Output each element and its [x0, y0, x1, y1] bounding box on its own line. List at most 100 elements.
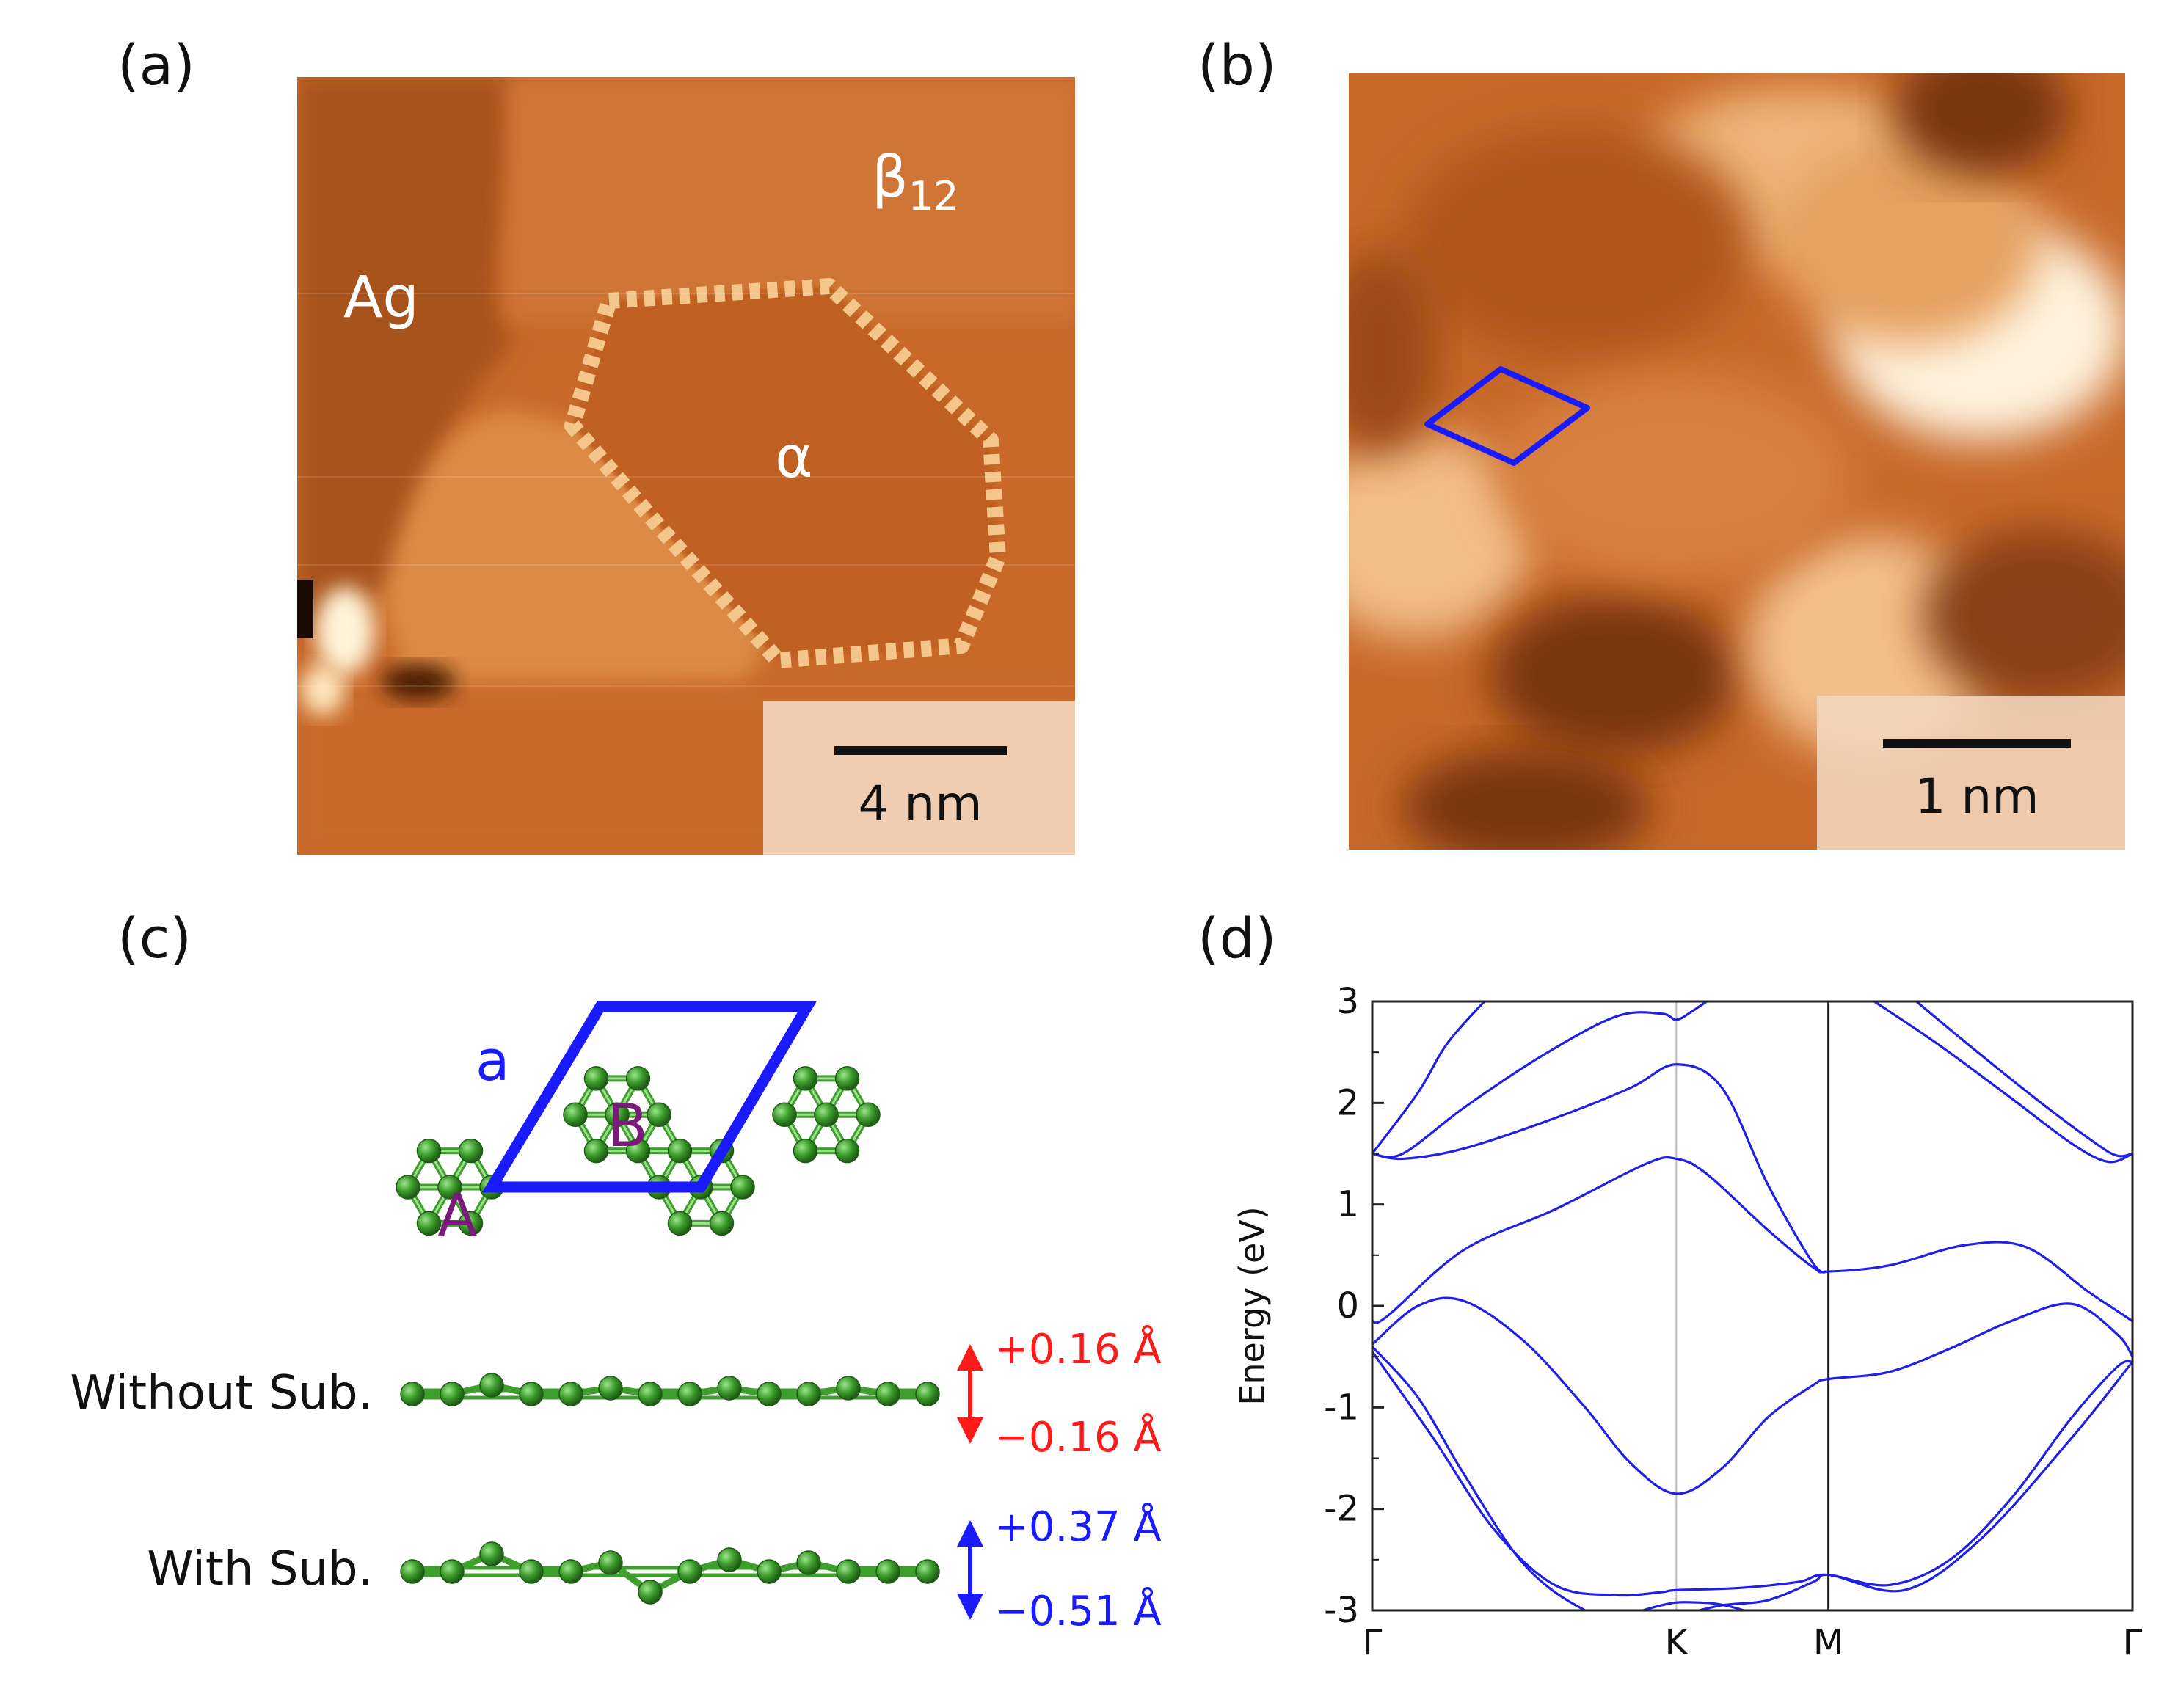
band-line-band-6 [1372, 1063, 1829, 1274]
boron-atom [915, 1382, 940, 1406]
lattice-constant-label: a [476, 1028, 510, 1093]
boron-atom [836, 1376, 861, 1401]
band-line-band-5 [1372, 1156, 2133, 1324]
with-sub-label: With Sub. [147, 1542, 373, 1596]
boron-atom [793, 1138, 818, 1164]
boron-atom [479, 1373, 504, 1398]
boron-atom [558, 1559, 583, 1584]
boron-atom [915, 1559, 940, 1584]
boron-atom [598, 1376, 623, 1401]
x-tick-label: M [1813, 1622, 1843, 1663]
boron-atom [479, 1541, 504, 1566]
boron-atom [717, 1547, 742, 1572]
scale-bar-a-label: 4 nm [858, 775, 982, 832]
boron-atom [583, 1066, 609, 1091]
boron-atom [638, 1382, 663, 1406]
site-a-label: A [437, 1182, 478, 1250]
panel-b-label: (b) [1198, 32, 1277, 98]
boron-atom [638, 1580, 663, 1605]
bands [1372, 1001, 2133, 1610]
boron-atom [583, 1138, 609, 1164]
boron-atom [677, 1382, 702, 1406]
scale-bar-b-label: 1 nm [1915, 768, 2039, 825]
without-sub-up: +0.16 Å [994, 1325, 1162, 1373]
y-tick-label: 0 [1336, 1285, 1359, 1326]
boron-atom [856, 1102, 881, 1128]
y-axis-label: Energy (eV) [1232, 1206, 1272, 1405]
band-line-band-2 [1372, 1351, 2133, 1597]
boron-atom [396, 1175, 420, 1200]
boron-atom [416, 1138, 442, 1164]
region-beta-label: β12 [872, 145, 959, 219]
unit-cell-rhombus-b [1424, 366, 1590, 466]
without-sub-label: Without Sub. [70, 1366, 373, 1420]
boron-atom [458, 1211, 484, 1236]
band-line-band-4 [1372, 1296, 2133, 1495]
boron-atom [416, 1211, 442, 1236]
boron-atom [400, 1382, 425, 1406]
boron-atom [440, 1559, 465, 1584]
band-line-band-10 [1915, 1001, 2133, 1158]
boron-atom [730, 1175, 755, 1200]
y-tick-label: 3 [1336, 981, 1359, 1022]
site-b-label: B [608, 1092, 648, 1160]
stm-image-a [297, 77, 1075, 855]
boron-atom [437, 1175, 462, 1200]
boron-atom [440, 1382, 465, 1406]
y-tick-label: -3 [1324, 1590, 1359, 1631]
boron-atom [667, 1211, 693, 1236]
side-view-with-substrate [400, 1541, 940, 1605]
boron-atom [772, 1102, 797, 1128]
boron-atom [836, 1559, 861, 1584]
boron-atom [667, 1138, 693, 1164]
x-tick-label: Γ [1363, 1622, 1383, 1663]
boron-atom [458, 1138, 484, 1164]
boron-atom [814, 1102, 839, 1128]
stm-image-b [1349, 73, 2125, 850]
without-sub-down: −0.16 Å [994, 1413, 1162, 1461]
band-line-band-7 [1372, 1001, 1708, 1158]
boron-atom [598, 1550, 623, 1575]
x-tick-label: K [1665, 1622, 1689, 1663]
boron-atom [796, 1382, 821, 1406]
band-line-band-8 [1372, 1001, 1486, 1155]
boron-atom [647, 1102, 671, 1128]
boron-atom [834, 1066, 860, 1091]
band-line-band-9 [1872, 1001, 2133, 1164]
boron-atom [875, 1559, 900, 1584]
boron-atom [796, 1550, 821, 1575]
unit-cell-rhombus-c [481, 1001, 817, 1193]
y-tick-label: -2 [1324, 1489, 1359, 1530]
boron-atom [519, 1382, 544, 1406]
boron-atom [875, 1382, 900, 1406]
boron-atom [519, 1559, 544, 1584]
y-tick-label: -1 [1324, 1387, 1359, 1428]
boron-atom [625, 1138, 651, 1164]
boron-atom [558, 1382, 583, 1406]
boron-atom [717, 1376, 742, 1401]
band-line-band-1 [1639, 1601, 1748, 1610]
y-tick-label: 2 [1336, 1082, 1359, 1123]
x-tick-label: Γ [2123, 1622, 2143, 1663]
boron-atom [625, 1066, 651, 1091]
boron-atom [677, 1559, 702, 1584]
boron-atom [757, 1382, 782, 1406]
region-ag-label: Ag [343, 265, 419, 331]
boron-atom [793, 1066, 818, 1091]
region-alpha-label: α [775, 425, 812, 491]
panel-c-label: (c) [117, 905, 192, 971]
side-view-without-substrate [400, 1373, 940, 1406]
boron-atom [563, 1102, 588, 1128]
band-line-band-3 [1372, 1346, 2133, 1610]
boron-atom [834, 1138, 860, 1164]
with-sub-up: +0.37 Å [994, 1503, 1162, 1551]
y-tick-label: 1 [1336, 1184, 1359, 1225]
boron-atom [400, 1559, 425, 1584]
with-sub-down: −0.51 Å [994, 1587, 1162, 1635]
boron-atom [709, 1211, 735, 1236]
panel-d-label: (d) [1198, 905, 1277, 971]
boron-atom [757, 1559, 782, 1584]
boron-atom [605, 1102, 630, 1128]
